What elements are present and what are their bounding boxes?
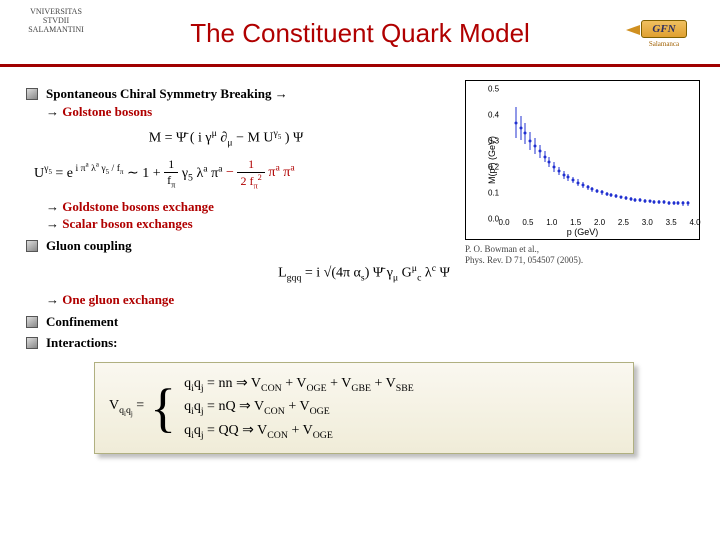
gfn-subtext: Salamanca bbox=[624, 40, 704, 48]
bullet-confinement: Confinement bbox=[26, 313, 702, 331]
gfn-badge: GFN bbox=[641, 20, 686, 38]
cube-bullet-icon bbox=[26, 88, 38, 100]
eq-lhs: Vqiqj = bbox=[109, 398, 144, 418]
chart-citation: P. O. Bowman et al., Phys. Rev. D 71, 05… bbox=[465, 244, 700, 266]
eq-lagrangian-M: M = Ψ̄ ( i γμ ∂μ − M Uγ5 ) Ψ bbox=[26, 128, 426, 148]
potential-cases-box: Vqiqj = { qiqj = nn ⇒ VCON + VOGE + VGBE… bbox=[94, 362, 634, 454]
cube-bullet-icon bbox=[26, 316, 38, 328]
mass-function-chart: M(p²) (GeV) p (GeV) 0.00.10.20.30.40.50.… bbox=[465, 80, 700, 266]
bullet-text: Interactions: bbox=[46, 334, 118, 352]
bullet-interactions: Interactions: bbox=[26, 334, 702, 352]
case-nQ: qiqj = nQ ⇒ VCON + VOGE bbox=[184, 396, 414, 419]
chart-xlabel: p (GeV) bbox=[567, 227, 599, 237]
chart-plot-area bbox=[504, 89, 693, 217]
brace-icon: { bbox=[150, 381, 176, 435]
chart-frame: M(p²) (GeV) p (GeV) 0.00.10.20.30.40.50.… bbox=[465, 80, 700, 240]
slide-header: VNIVERSITAS STVDII SALAMANTINI The Const… bbox=[0, 0, 720, 67]
slide-title: The Constituent Quark Model bbox=[96, 18, 624, 49]
group-logo: GFN Salamanca bbox=[624, 19, 704, 48]
bullet-chiral: Spontaneous Chiral Symmetry Breaking → →… bbox=[26, 85, 426, 120]
eq-U-expansion: Uγ5 = e i πa λa γ5 / fπ ∼ 1 + 1fπ γ5 λa … bbox=[34, 157, 426, 190]
cube-bullet-icon bbox=[26, 337, 38, 349]
bullet-gluon: Gluon coupling bbox=[26, 237, 426, 255]
case-QQ: qiqj = QQ ⇒ VCON + VOGE bbox=[184, 420, 414, 443]
bullet-text: Spontaneous Chiral Symmetry Breaking → →… bbox=[46, 85, 288, 120]
case-nn: qiqj = nn ⇒ VCON + VOGE + VGBE + VSBE bbox=[184, 373, 414, 396]
university-logo: VNIVERSITAS STVDII SALAMANTINI bbox=[16, 8, 96, 58]
left-column: Spontaneous Chiral Symmetry Breaking → →… bbox=[26, 85, 426, 255]
sub-one-gluon: → One gluon exchange bbox=[46, 291, 702, 309]
sub-goldstone-exchange: → Goldstone bosons exchange → Scalar bos… bbox=[46, 198, 426, 233]
eq-gluon-lagrangian: Lgqq = i √(4π αs) Ψ̄ γμ Gμc λc Ψ bbox=[64, 263, 664, 283]
cube-bullet-icon bbox=[26, 240, 38, 252]
cases-list: qiqj = nn ⇒ VCON + VOGE + VGBE + VSBE qi… bbox=[184, 373, 414, 443]
bullet-text: Gluon coupling bbox=[46, 237, 132, 255]
bullet-text: Confinement bbox=[46, 313, 118, 331]
